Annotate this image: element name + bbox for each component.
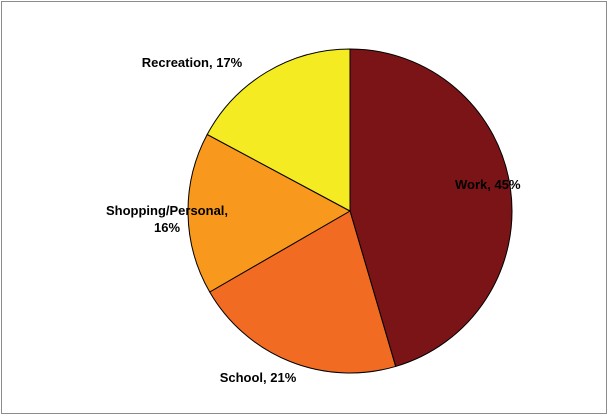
pie-slice-school xyxy=(209,210,397,374)
pie-slice-work xyxy=(349,48,513,368)
pie-slice-shopping-personal xyxy=(187,133,352,293)
slice-label-line: Recreation, 17% xyxy=(142,55,243,70)
slice-label-work: Work, 45% xyxy=(455,177,521,192)
slice-label-line: Work, 45% xyxy=(455,177,521,192)
labels-layer: Work, 45% School, 21% Shopping/Personal, 16… xyxy=(106,55,521,385)
slice-label-line: Shopping/Personal, xyxy=(106,203,228,218)
slice-label-line: 16% xyxy=(154,220,180,235)
slice-label-school: School, 21% xyxy=(220,370,297,385)
slice-label-line: School, 21% xyxy=(220,370,297,385)
slices-layer xyxy=(187,48,513,374)
slice-label-shopping-personal: Shopping/Personal, 16% xyxy=(106,203,228,235)
pie-slice-recreation xyxy=(206,48,351,212)
slice-label-recreation: Recreation, 17% xyxy=(142,55,243,70)
